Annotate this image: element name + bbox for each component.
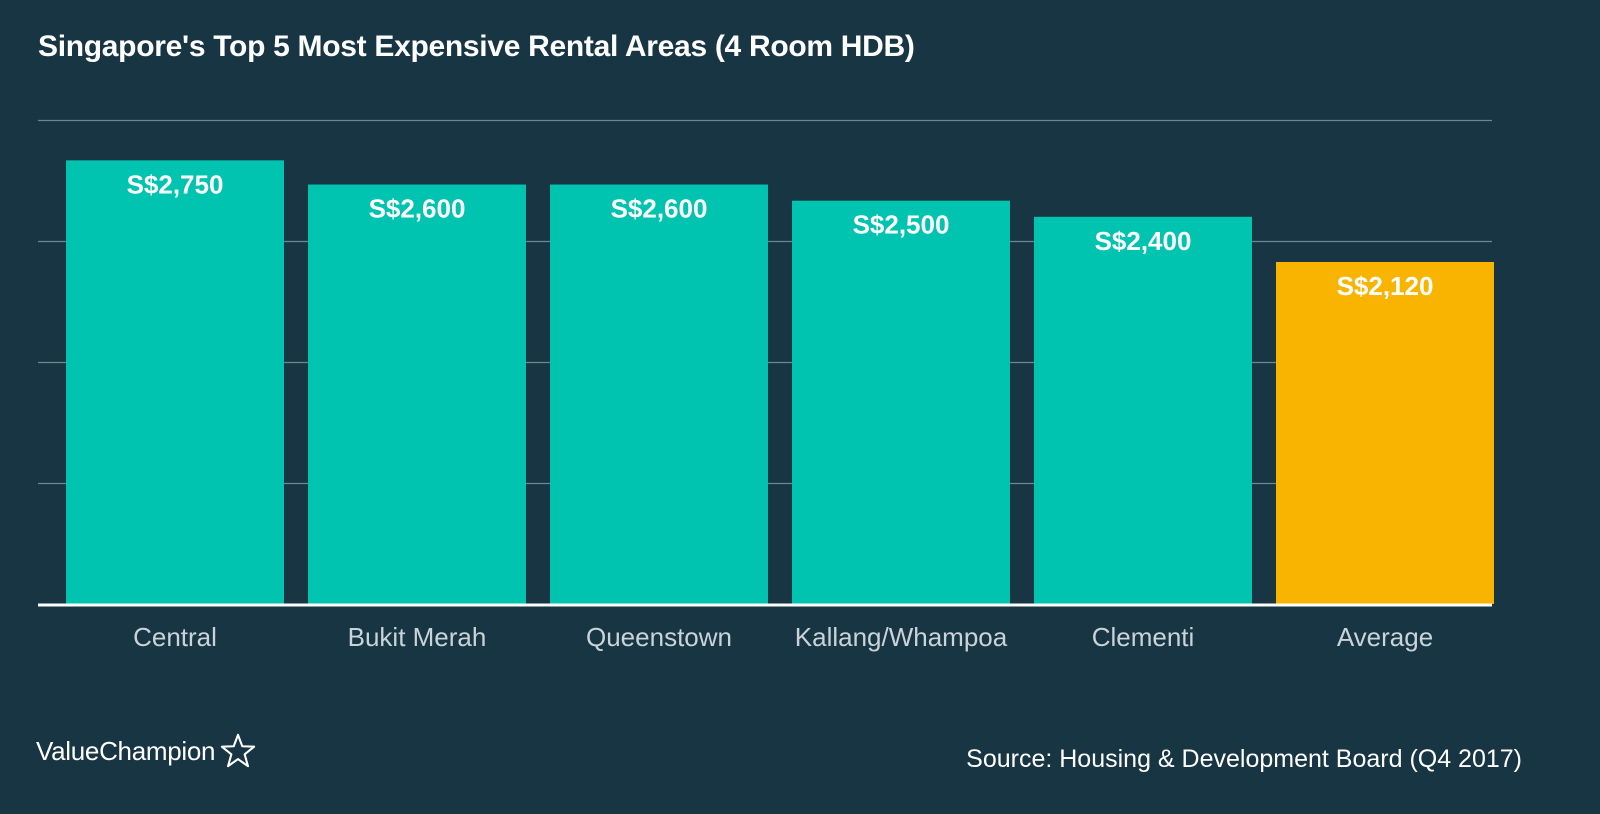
category-label: Queenstown [586,622,732,652]
chart-title: Singapore's Top 5 Most Expensive Rental … [38,30,915,63]
bars [66,160,1494,605]
bar-queenstown [550,184,768,605]
data-label: S$2,400 [1095,226,1192,256]
data-label: S$2,750 [127,169,224,199]
data-label: S$2,500 [853,210,950,240]
source-note: Source: Housing & Development Board (Q4 … [966,745,1522,773]
data-label: S$2,600 [611,194,708,224]
logo-text: ValueChampion [36,735,216,766]
bar-central [66,160,284,605]
data-label: S$2,600 [369,194,466,224]
bar-average [1276,261,1494,604]
category-label: Clementi [1092,622,1195,652]
star-outline-icon [220,733,256,768]
bar-kallang-whampoa [792,200,1010,604]
category-label: Kallang/Whampoa [795,622,1008,652]
data-label: S$2,120 [1337,271,1434,301]
category-label: Average [1337,622,1433,652]
category-labels: Central Bukit Merah Queenstown Kallang/Wham… [133,622,1433,652]
data-labels: S$2,750 S$2,600 S$2,600 S$2,500 S$2,400 S$2,1… [127,169,1434,301]
bar-bukit-merah [308,184,526,605]
category-label: Bukit Merah [348,622,487,652]
brand-logo: ValueChampion [36,732,257,770]
category-label: Central [133,622,217,652]
bar-clementi [1034,216,1252,605]
